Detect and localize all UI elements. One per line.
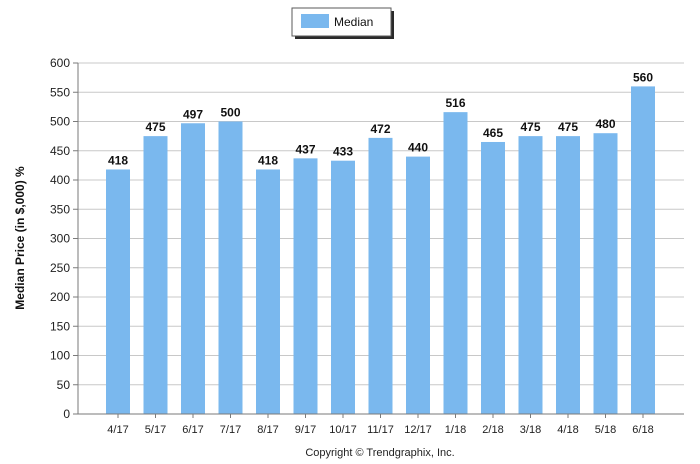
legend: Median xyxy=(291,7,394,39)
bar xyxy=(331,160,355,414)
bar xyxy=(293,158,318,414)
y-tick-label: 200 xyxy=(50,290,70,304)
data-label: 500 xyxy=(220,106,240,120)
bar xyxy=(406,156,430,414)
y-tick-label: 300 xyxy=(50,232,70,246)
data-label: 497 xyxy=(183,107,203,121)
y-tick-label: 250 xyxy=(50,261,70,275)
x-tick-label: 10/17 xyxy=(329,424,357,436)
bar xyxy=(218,121,243,414)
x-tick-label: 3/18 xyxy=(520,424,541,436)
x-tick-label: 11/17 xyxy=(367,424,394,436)
bar xyxy=(443,112,468,414)
y-tick-label: 350 xyxy=(50,202,70,216)
data-label: 475 xyxy=(558,120,578,134)
x-tick-label: 5/18 xyxy=(595,424,616,436)
data-label: 475 xyxy=(520,120,540,134)
x-tick-label: 4/17 xyxy=(107,424,128,436)
y-tick-label: 400 xyxy=(50,173,70,187)
y-tick-label: 150 xyxy=(50,319,70,333)
x-tick-labels: 4/17 5/17 6/17 7/17 8/17 9/17 10/17 11/17 12/17 1… xyxy=(107,414,654,436)
data-label: 465 xyxy=(483,126,503,140)
data-label: 440 xyxy=(408,141,428,155)
data-label: 516 xyxy=(445,96,465,110)
data-label: 472 xyxy=(370,122,390,136)
bar xyxy=(181,123,205,414)
data-label: 437 xyxy=(295,142,315,156)
data-label: 560 xyxy=(633,70,653,84)
data-label: 433 xyxy=(333,145,353,159)
y-tick-labels: 0 50 100 150 200 250 300 350 400 450 500 550 600 xyxy=(50,56,78,421)
y-tick-label: 50 xyxy=(57,378,71,392)
bar xyxy=(368,137,393,414)
bar xyxy=(631,86,655,415)
bar xyxy=(556,136,580,414)
bar xyxy=(106,169,130,414)
y-tick-label: 600 xyxy=(50,56,70,70)
x-tick-label: 9/17 xyxy=(295,424,316,436)
y-axis-title: Median Price (in $,000) % xyxy=(13,166,27,310)
bar xyxy=(593,133,618,414)
legend-swatch xyxy=(301,14,329,28)
bar xyxy=(518,136,543,414)
bar xyxy=(143,136,168,414)
legend-label: Median xyxy=(334,15,373,29)
y-tick-label: 450 xyxy=(50,144,70,158)
data-label: 480 xyxy=(595,117,615,131)
x-tick-label: 4/18 xyxy=(557,424,578,436)
x-tick-label: 6/17 xyxy=(182,424,203,436)
data-labels: 418 475 497 500 418 437 433 472 440 516 465 475 475 4… xyxy=(108,70,653,167)
x-tick-label: 6/18 xyxy=(632,424,653,436)
y-tick-label: 550 xyxy=(50,85,70,99)
bar xyxy=(481,141,505,414)
data-label: 418 xyxy=(258,153,278,167)
x-tick-label: 5/17 xyxy=(145,424,166,436)
data-label: 475 xyxy=(145,120,165,134)
y-tick-label: 500 xyxy=(50,115,70,129)
bar xyxy=(256,169,280,414)
x-tick-label: 7/17 xyxy=(220,424,241,436)
x-tick-label: 2/18 xyxy=(482,424,503,436)
y-tick-label: 100 xyxy=(50,349,70,363)
bars xyxy=(106,86,655,415)
x-tick-label: 12/17 xyxy=(404,424,432,436)
data-label: 418 xyxy=(108,153,128,167)
x-tick-label: 1/18 xyxy=(445,424,466,436)
copyright-text: Copyright © Trendgraphix, Inc. xyxy=(305,447,454,459)
x-tick-label: 8/17 xyxy=(257,424,278,436)
y-tick-label: 0 xyxy=(63,407,70,421)
